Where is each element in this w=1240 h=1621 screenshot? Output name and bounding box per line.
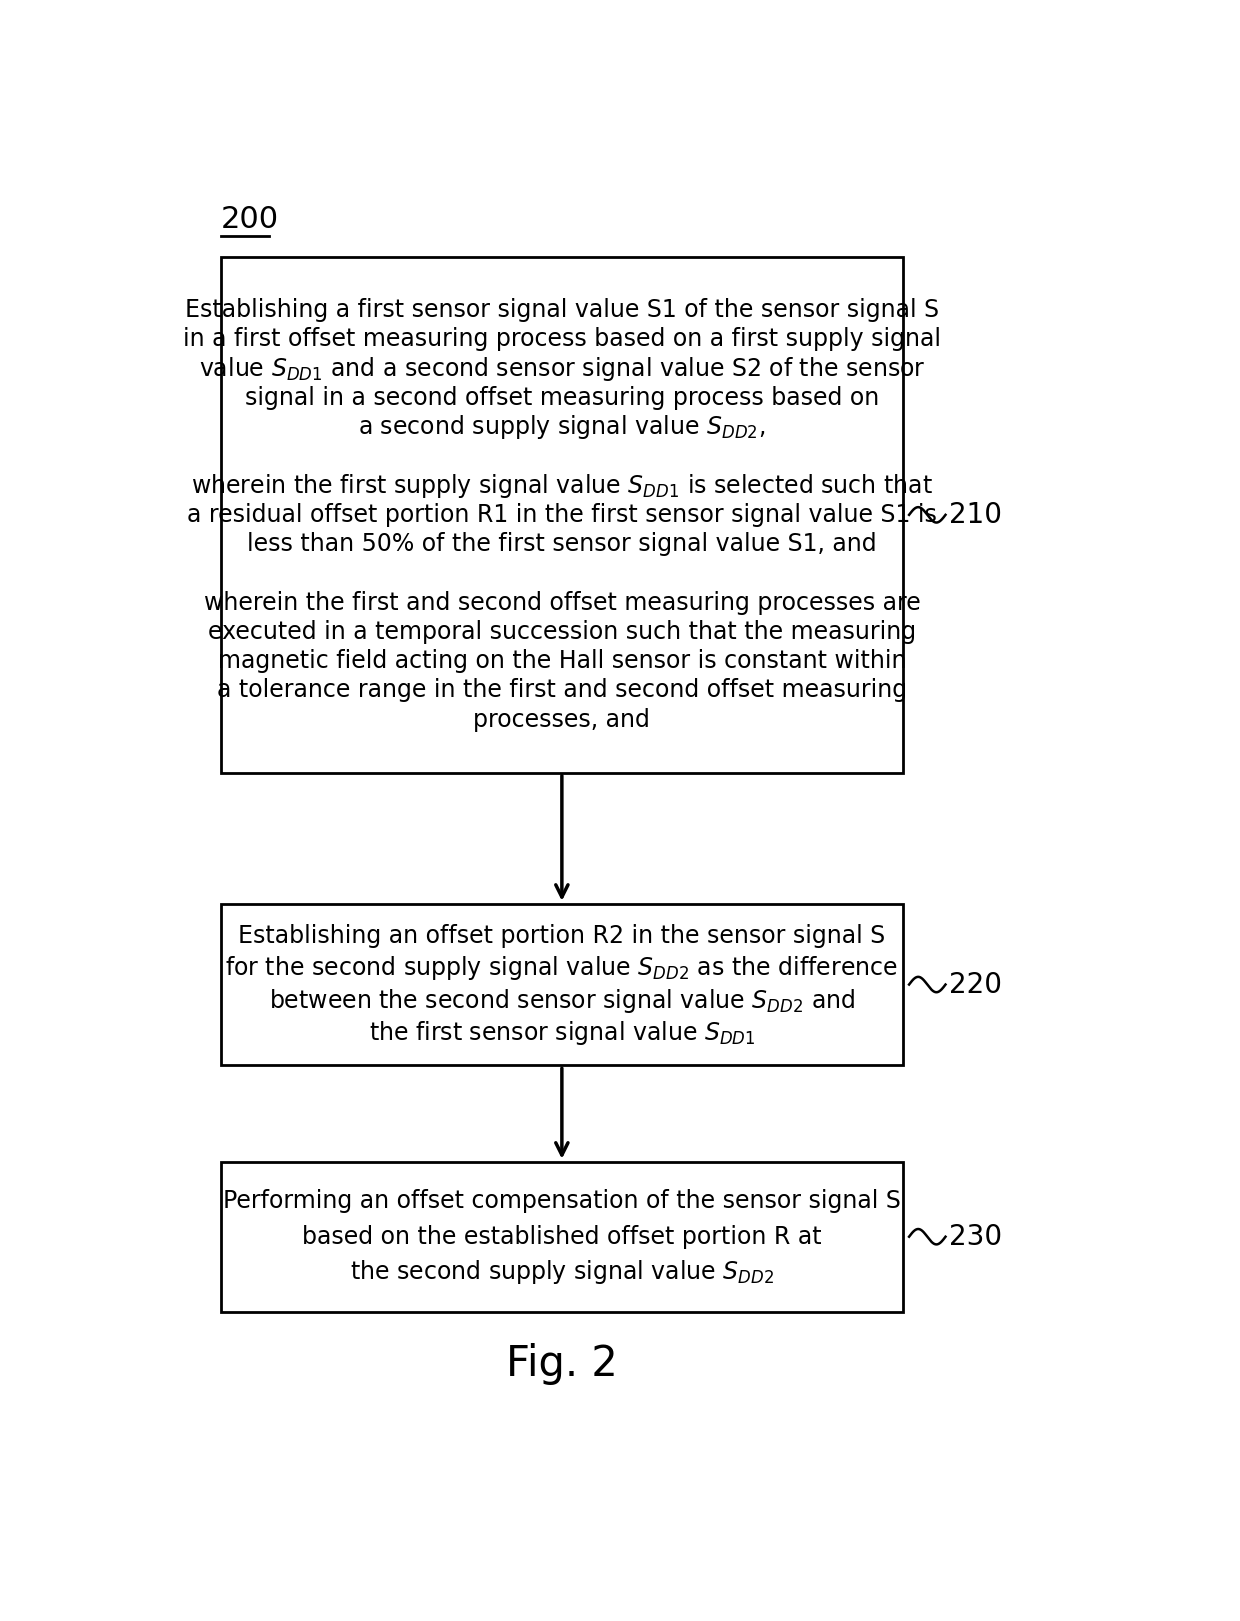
Text: for the second supply signal value $S_{DD2}$ as the difference: for the second supply signal value $S_{D… (226, 955, 898, 982)
Text: 210: 210 (950, 501, 1002, 528)
FancyBboxPatch shape (221, 256, 903, 773)
Text: Fig. 2: Fig. 2 (506, 1342, 618, 1384)
Text: Establishing an offset portion R2 in the sensor signal S: Establishing an offset portion R2 in the… (238, 924, 885, 948)
Text: value $S_{DD1}$ and a second sensor signal value S2 of the sensor: value $S_{DD1}$ and a second sensor sign… (198, 355, 925, 383)
FancyBboxPatch shape (221, 1162, 903, 1311)
Text: based on the established offset portion R at: based on the established offset portion … (303, 1225, 822, 1248)
Text: signal in a second offset measuring process based on: signal in a second offset measuring proc… (244, 386, 879, 410)
Text: a tolerance range in the first and second offset measuring: a tolerance range in the first and secon… (217, 679, 906, 702)
Text: a residual offset portion R1 in the first sensor signal value S1 is: a residual offset portion R1 in the firs… (187, 503, 936, 527)
Text: between the second sensor signal value $S_{DD2}$ and: between the second sensor signal value $… (269, 987, 856, 1015)
Text: processes, and: processes, and (474, 708, 650, 731)
Text: a second supply signal value $S_{DD2}$,: a second supply signal value $S_{DD2}$, (358, 413, 765, 441)
Text: wherein the first supply signal value $S_{DD1}$ is selected such that: wherein the first supply signal value $S… (191, 472, 932, 499)
FancyBboxPatch shape (221, 903, 903, 1065)
Text: 230: 230 (950, 1222, 1002, 1251)
Text: the first sensor signal value $S_{DD1}$: the first sensor signal value $S_{DD1}$ (368, 1020, 755, 1047)
Text: Performing an offset compensation of the sensor signal S: Performing an offset compensation of the… (223, 1190, 900, 1213)
Text: magnetic field acting on the Hall sensor is constant within: magnetic field acting on the Hall sensor… (218, 648, 906, 673)
Text: wherein the first and second offset measuring processes are: wherein the first and second offset meas… (203, 590, 920, 614)
Text: in a first offset measuring process based on a first supply signal: in a first offset measuring process base… (182, 327, 941, 352)
Text: 200: 200 (221, 204, 279, 233)
Text: less than 50% of the first sensor signal value S1, and: less than 50% of the first sensor signal… (247, 532, 877, 556)
Text: Establishing a first sensor signal value S1 of the sensor signal S: Establishing a first sensor signal value… (185, 298, 939, 323)
Text: the second supply signal value $S_{DD2}$: the second supply signal value $S_{DD2}$ (350, 1258, 774, 1285)
Text: 220: 220 (950, 971, 1002, 999)
Text: executed in a temporal succession such that the measuring: executed in a temporal succession such t… (208, 619, 916, 644)
